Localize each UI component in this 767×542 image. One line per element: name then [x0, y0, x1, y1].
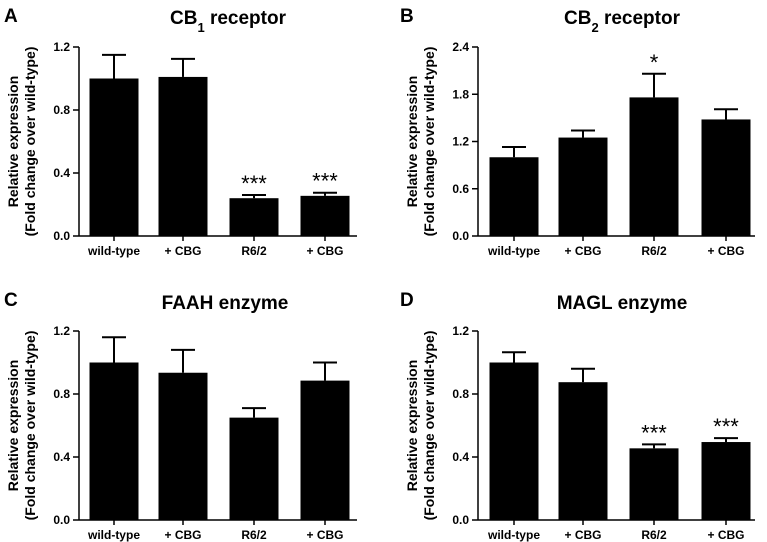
category-label: + CBG: [164, 528, 201, 542]
panel-letter: C: [4, 290, 18, 311]
bar: [558, 137, 608, 236]
bar: [300, 195, 350, 236]
panel-d: D MAGL enzyme Relative expression (Fold cha…: [400, 290, 755, 542]
title-main: FAAH enzyme: [162, 293, 289, 314]
bar: [89, 78, 139, 236]
category-label: + CBG: [164, 244, 201, 258]
bar: [158, 76, 208, 236]
bar: [558, 382, 608, 520]
y-tick-label: 2.4: [452, 40, 469, 54]
category-label: wild-type: [87, 528, 140, 542]
panel-letter: A: [4, 6, 18, 27]
category-label: wild-type: [87, 244, 140, 258]
category-label: + CBG: [707, 528, 744, 542]
y-tick-label: 0.4: [53, 166, 70, 180]
y-axis-label: (Fold change over wild-type): [22, 47, 38, 237]
y-tick-label: 1.2: [452, 324, 469, 338]
bar: [300, 380, 350, 520]
category-label: R6/2: [241, 528, 267, 542]
bar: [701, 442, 751, 520]
y-axis-label: Relative expression: [5, 360, 21, 492]
panel-letter: D: [400, 290, 414, 311]
category-label: + CBG: [564, 244, 601, 258]
y-tick-label: 1.2: [53, 40, 70, 54]
significance-marker: ***: [641, 420, 667, 445]
panel-b: B CB2 receptor Relative expression (Fold ch…: [400, 6, 755, 258]
bar: [701, 119, 751, 236]
category-label: R6/2: [641, 244, 667, 258]
title-main: MAGL enzyme: [557, 293, 688, 314]
category-label: R6/2: [641, 528, 667, 542]
panel-title: MAGL enzyme: [557, 293, 688, 314]
y-axis-label: (Fold change over wild-type): [421, 331, 437, 521]
bar: [489, 362, 539, 520]
panel-title: FAAH enzyme: [162, 293, 289, 314]
y-axis-label: Relative expression: [404, 76, 420, 208]
y-axis-label: (Fold change over wild-type): [421, 47, 437, 237]
bar: [629, 448, 679, 520]
bar: [229, 417, 279, 520]
bar: [629, 97, 679, 237]
y-tick-label: 0.8: [53, 103, 70, 117]
title-main: CB: [564, 8, 591, 29]
panel-letter: B: [400, 6, 414, 27]
y-axis-label: Relative expression: [5, 76, 21, 208]
title-main: CB: [170, 8, 197, 29]
significance-marker: ***: [312, 169, 338, 194]
category-label: wild-type: [487, 244, 540, 258]
title-subscript: 2: [591, 20, 598, 35]
y-tick-label: 0.0: [452, 229, 469, 243]
y-axis-label: Relative expression: [404, 360, 420, 492]
title-rest: receptor: [205, 8, 287, 29]
y-axis-label: (Fold change over wild-type): [22, 331, 38, 521]
panel-title: CB2 receptor: [564, 8, 681, 35]
panel-title: CB1 receptor: [170, 8, 287, 35]
y-tick-label: 1.2: [53, 324, 70, 338]
bar: [229, 198, 279, 236]
category-label: + CBG: [306, 528, 343, 542]
y-tick-label: 0.8: [452, 387, 469, 401]
bar: [489, 157, 539, 236]
y-tick-label: 0.8: [53, 387, 70, 401]
title-subscript: 1: [197, 20, 204, 35]
y-tick-label: 1.8: [452, 87, 469, 101]
significance-marker: *: [650, 50, 659, 75]
category-label: R6/2: [241, 244, 267, 258]
category-label: + CBG: [707, 244, 744, 258]
panel-a: A CB1 receptor Relative expression (Fold ch…: [4, 6, 357, 258]
panel-c: C FAAH enzyme Relative expression (Fold cha…: [4, 290, 357, 542]
significance-marker: ***: [241, 171, 267, 196]
y-tick-label: 1.2: [452, 135, 469, 149]
y-tick-label: 0.4: [452, 450, 469, 464]
y-tick-label: 0.6: [452, 182, 469, 196]
significance-marker: ***: [713, 414, 739, 439]
y-tick-label: 0.0: [53, 229, 70, 243]
title-rest: receptor: [599, 8, 681, 29]
category-label: + CBG: [306, 244, 343, 258]
bar: [158, 372, 208, 520]
y-tick-label: 0.4: [53, 450, 70, 464]
bar: [89, 362, 139, 520]
y-tick-label: 0.0: [452, 513, 469, 527]
category-label: + CBG: [564, 528, 601, 542]
y-tick-label: 0.0: [53, 513, 70, 527]
category-label: wild-type: [487, 528, 540, 542]
